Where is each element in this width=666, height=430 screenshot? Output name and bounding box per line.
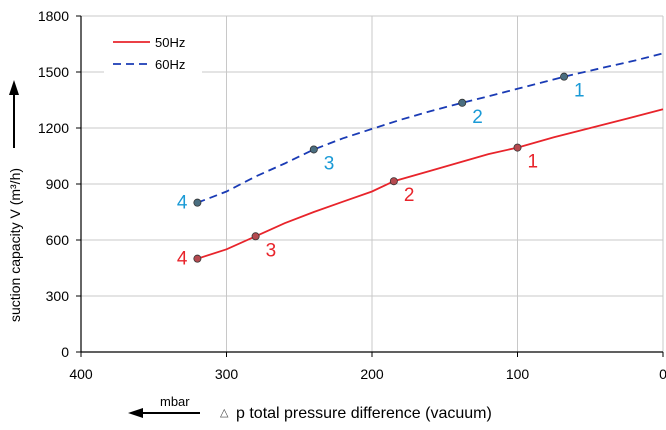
x-tick-label: 200 — [360, 366, 384, 382]
data-point-60hz — [560, 72, 569, 81]
y-tick-label: 1500 — [38, 64, 69, 80]
data-point-50hz — [513, 143, 522, 152]
y-tick-label: 900 — [46, 176, 70, 192]
series-line-60hz — [197, 52, 664, 204]
x-tick-label: 300 — [215, 366, 239, 382]
y-axis-arrow-head — [9, 80, 19, 95]
x-tick-label: 100 — [506, 366, 530, 382]
point-label: 4 — [177, 249, 188, 270]
x-axis-label: p total pressure difference (vacuum) — [236, 405, 492, 422]
legend-label: 50Hz — [155, 35, 185, 50]
y-axis-label: suction capacity V (m³/h) — [7, 168, 23, 322]
delta-symbol: △ — [220, 407, 229, 419]
data-point-50hz — [251, 232, 260, 241]
data-point-50hz — [389, 177, 398, 186]
point-label: 3 — [266, 240, 277, 261]
point-label: 2 — [404, 185, 415, 206]
y-tick-label: 300 — [46, 288, 70, 304]
y-tick-label: 1200 — [38, 120, 69, 136]
y-tick-label: 0 — [61, 344, 69, 360]
point-label: 3 — [324, 153, 335, 174]
legend-box — [104, 29, 202, 74]
data-point-60hz — [309, 145, 318, 154]
x-tick-label: 400 — [69, 366, 93, 382]
point-label: 1 — [528, 152, 539, 173]
legend-label: 60Hz — [155, 57, 185, 72]
point-label: 2 — [472, 107, 483, 128]
y-tick-label: 1800 — [38, 8, 69, 24]
data-point-60hz — [458, 98, 467, 107]
x-unit-arrow-head — [128, 408, 143, 418]
point-label: 4 — [177, 193, 188, 214]
data-point-60hz — [193, 198, 202, 207]
point-label: 1 — [574, 81, 585, 102]
series-line-50hz — [197, 108, 664, 260]
x-unit-label: mbar — [160, 394, 190, 409]
y-tick-label: 600 — [46, 232, 70, 248]
data-point-50hz — [193, 254, 202, 263]
x-tick-label: 0 — [659, 366, 666, 382]
